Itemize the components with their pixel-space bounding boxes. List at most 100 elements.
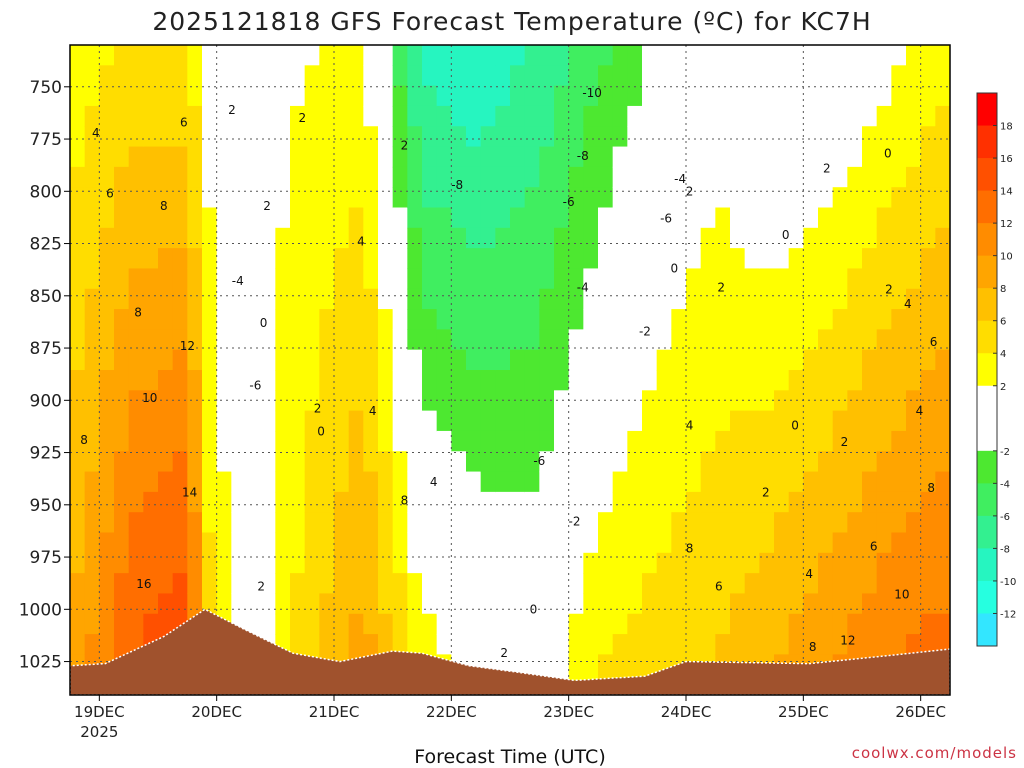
temperature-cell [246,207,262,229]
temperature-cell [392,593,408,615]
temperature-cell [128,85,144,107]
temperature-cell [935,126,950,148]
temperature-cell [759,65,775,87]
temperature-cell [862,410,878,432]
source-credit[interactable]: coolwx.com/models [852,744,1017,762]
temperature-cell [128,491,144,513]
temperature-cell [260,288,276,310]
temperature-cell [612,410,628,432]
temperature-cell [539,451,555,473]
temperature-cell [114,410,130,432]
temperature-cell [774,248,790,270]
temperature-cell [744,410,760,432]
temperature-cell [583,329,599,351]
colorbar-tick-label: -2 [1000,447,1010,458]
contour-label: 2 [263,199,271,213]
temperature-cell [774,390,790,412]
x-tick-label: 20DEC [191,703,242,721]
temperature-cell [847,85,863,107]
temperature-cell [876,471,892,493]
temperature-cell [788,207,804,229]
temperature-cell [158,430,174,452]
temperature-cell [158,227,174,249]
temperature-cell [334,65,350,87]
temperature-cell [378,248,394,270]
temperature-cell [202,227,218,249]
temperature-cell [84,410,100,432]
temperature-cell [598,248,614,270]
temperature-cell [70,227,86,249]
temperature-cell [920,187,936,209]
temperature-cell [524,552,540,574]
temperature-cell [656,634,672,655]
temperature-cell [847,349,863,371]
colorbar-tick-label: 6 [1000,317,1006,328]
temperature-cell [759,248,775,270]
temperature-cell [84,430,100,452]
temperature-cell [70,126,86,148]
colorbar-band [977,385,997,452]
temperature-cell [715,410,731,432]
temperature-cell [99,288,115,310]
temperature-cell [803,227,819,249]
temperature-cell [99,349,115,371]
temperature-cell [612,370,628,391]
temperature-cell [407,268,423,290]
temperature-field [70,45,950,695]
temperature-cell [847,126,863,148]
temperature-cell [627,207,643,229]
temperature-cell [583,471,599,493]
temperature-cell [862,613,878,635]
temperature-cell [70,532,86,554]
temperature-cell [671,430,687,452]
temperature-cell [744,166,760,188]
temperature-cell [275,471,291,493]
temperature-cell [920,65,936,87]
temperature-cell [172,532,188,554]
temperature-cell [920,491,936,513]
temperature-cell [935,410,950,432]
temperature-cell [715,349,731,371]
temperature-cell [598,634,614,655]
temperature-cell [832,309,848,330]
temperature-cell [568,370,584,391]
temperature-cell [480,512,496,534]
temperature-cell [568,654,584,676]
temperature-cell [202,471,218,493]
temperature-cell [407,430,423,452]
temperature-cell [216,370,232,391]
temperature-cell [99,85,115,107]
temperature-cell [231,166,247,188]
colorbar-tick-label: 10 [1000,252,1013,263]
temperature-cell [862,512,878,534]
temperature-cell [935,166,950,188]
temperature-cell [84,166,100,188]
temperature-cell [378,309,394,330]
temperature-cell [348,309,364,330]
temperature-cell [847,552,863,574]
temperature-cell [847,45,863,66]
temperature-cell [231,491,247,513]
temperature-cell [495,187,511,209]
temperature-cell [158,593,174,615]
temperature-cell [656,105,672,127]
temperature-cell [832,288,848,310]
temperature-cell [876,207,892,229]
temperature-cell [363,248,379,270]
temperature-cell [627,248,643,270]
temperature-cell [143,146,159,168]
temperature-cell [70,613,86,635]
temperature-cell [231,248,247,270]
temperature-cell [598,105,614,127]
temperature-cell [378,430,394,452]
plot-frame [69,44,951,696]
temperature-cell [480,105,496,127]
y-tick-label: 800 [30,182,62,202]
temperature-cell [862,85,878,107]
temperature-cell [627,288,643,310]
temperature-cell [862,471,878,493]
temperature-cell [891,268,907,290]
temperature-cell [378,573,394,595]
temperature-cell [774,634,790,655]
temperature-cell [216,593,232,615]
